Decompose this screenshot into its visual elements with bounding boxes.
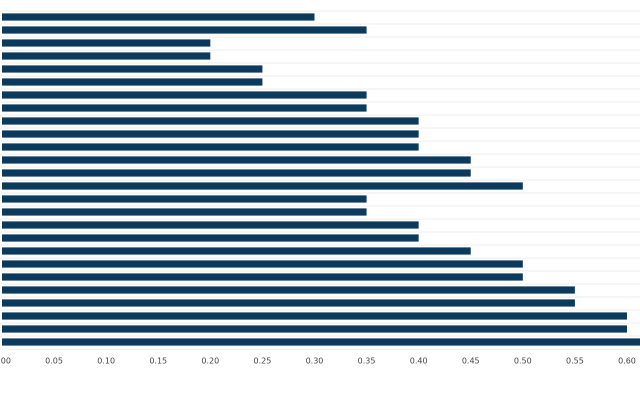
- bar: [2, 143, 419, 151]
- bar: [2, 299, 575, 307]
- bar: [2, 13, 315, 21]
- bar: [2, 91, 367, 99]
- bar: [2, 65, 263, 73]
- x-tick-label: 0.00: [0, 357, 11, 366]
- bar: [2, 286, 575, 294]
- bar: [2, 52, 211, 60]
- bar: [2, 26, 367, 34]
- x-tick-label: 0.25: [254, 357, 272, 366]
- bar: [2, 117, 419, 125]
- bar: [2, 260, 523, 268]
- x-tick-label: 0.10: [97, 357, 115, 366]
- bar: [2, 273, 523, 281]
- x-tick-label: 0.50: [514, 357, 532, 366]
- bar: [2, 221, 419, 229]
- bar: [2, 39, 211, 47]
- x-tick-label: 0.20: [201, 357, 219, 366]
- bar: [2, 104, 367, 112]
- bar: [2, 338, 640, 346]
- bar: [2, 247, 471, 255]
- x-tick-label: 0.30: [306, 357, 324, 366]
- bar: [2, 195, 367, 203]
- x-tick-label: 0.15: [149, 357, 167, 366]
- bar: [2, 130, 419, 138]
- bar: [2, 312, 627, 320]
- x-tick-label: 0.40: [410, 357, 428, 366]
- bar: [2, 325, 627, 333]
- x-tick-label: 0.60: [618, 357, 636, 366]
- x-tick-label: 0.05: [45, 357, 63, 366]
- bar: [2, 169, 471, 177]
- bar: [2, 78, 263, 86]
- bar: [2, 208, 367, 216]
- x-tick-label: 0.45: [462, 357, 480, 366]
- x-tick-label: 0.55: [566, 357, 584, 366]
- bar: [2, 156, 471, 164]
- x-tick-label: 0.35: [358, 357, 376, 366]
- bar: [2, 182, 523, 190]
- bar: [2, 234, 419, 242]
